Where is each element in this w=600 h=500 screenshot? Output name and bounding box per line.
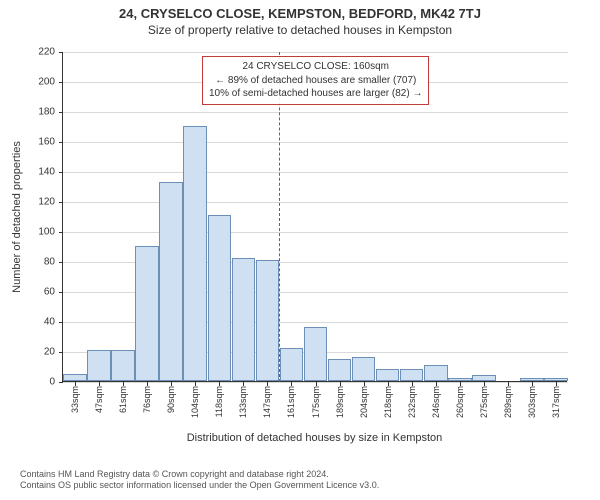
histogram-bar	[111, 350, 135, 382]
y-tick-mark	[59, 52, 63, 53]
x-tick-label: 317sqm	[551, 386, 561, 418]
y-tick-label: 220	[25, 47, 55, 58]
y-tick-label: 160	[25, 137, 55, 148]
x-tick-label: 218sqm	[383, 386, 393, 418]
histogram-bar	[208, 215, 232, 382]
histogram-bar	[87, 350, 111, 382]
histogram-bar	[472, 375, 496, 381]
footer-attribution: Contains HM Land Registry data © Crown c…	[20, 469, 379, 492]
x-tick-label: 189sqm	[335, 386, 345, 418]
y-tick-label: 0	[25, 377, 55, 388]
histogram-bar	[159, 182, 183, 382]
histogram-bar	[280, 348, 304, 381]
y-tick-mark	[59, 82, 63, 83]
x-tick-label: 175sqm	[311, 386, 321, 418]
y-tick-label: 140	[25, 167, 55, 178]
y-tick-label: 180	[25, 107, 55, 118]
x-tick-label: 275sqm	[479, 386, 489, 418]
histogram-bar	[424, 365, 448, 382]
histogram-bar	[256, 260, 280, 382]
histogram-bar	[400, 369, 424, 381]
y-tick-mark	[59, 262, 63, 263]
gridline	[63, 112, 568, 113]
annotation-line: ← 89% of detached houses are smaller (70…	[209, 74, 422, 88]
page-subtitle: Size of property relative to detached ho…	[0, 21, 600, 37]
y-tick-label: 40	[25, 317, 55, 328]
histogram-bar	[376, 369, 400, 381]
gridline	[63, 52, 568, 53]
x-tick-label: 118sqm	[214, 386, 224, 417]
annotation-line: 24 CRYSELCO CLOSE: 160sqm	[209, 60, 422, 74]
y-tick-label: 120	[25, 197, 55, 208]
x-tick-label: 260sqm	[455, 386, 465, 418]
x-tick-label: 47sqm	[94, 386, 104, 413]
x-tick-label: 147sqm	[262, 386, 272, 418]
y-tick-label: 20	[25, 347, 55, 358]
gridline	[63, 172, 568, 173]
y-tick-mark	[59, 202, 63, 203]
histogram-bar	[352, 357, 376, 381]
y-tick-mark	[59, 172, 63, 173]
x-tick-label: 246sqm	[431, 386, 441, 418]
histogram-bar	[232, 258, 256, 381]
y-tick-mark	[59, 352, 63, 353]
x-tick-label: 204sqm	[359, 386, 369, 418]
annotation-box: 24 CRYSELCO CLOSE: 160sqm← 89% of detach…	[202, 56, 429, 105]
y-tick-mark	[59, 142, 63, 143]
histogram-bar	[328, 359, 352, 382]
page-title: 24, CRYSELCO CLOSE, KEMPSTON, BEDFORD, M…	[0, 0, 600, 21]
y-tick-label: 200	[25, 77, 55, 88]
x-tick-label: 76sqm	[142, 386, 152, 413]
histogram-bar	[63, 374, 87, 382]
x-tick-label: 289sqm	[503, 386, 513, 418]
x-tick-label: 61sqm	[118, 386, 128, 413]
histogram-bar	[448, 378, 472, 381]
y-tick-label: 100	[25, 227, 55, 238]
y-tick-mark	[59, 292, 63, 293]
x-tick-label: 303sqm	[527, 386, 537, 418]
gridline	[63, 232, 568, 233]
y-tick-label: 60	[25, 287, 55, 298]
x-tick-label: 33sqm	[70, 386, 80, 413]
x-tick-label: 104sqm	[190, 386, 200, 418]
histogram-bar	[520, 378, 544, 381]
y-tick-mark	[59, 322, 63, 323]
gridline	[63, 202, 568, 203]
annotation-line: 10% of semi-detached houses are larger (…	[209, 87, 422, 101]
y-tick-mark	[59, 232, 63, 233]
y-tick-label: 80	[25, 257, 55, 268]
y-tick-mark	[59, 382, 63, 383]
histogram-bar	[544, 378, 568, 381]
x-tick-label: 90sqm	[166, 386, 176, 413]
x-tick-label: 133sqm	[238, 386, 248, 418]
x-tick-label: 232sqm	[407, 386, 417, 418]
histogram-chart: 02040608010012014016018020022033sqm47sqm…	[62, 52, 567, 382]
x-tick-label: 161sqm	[286, 386, 296, 418]
histogram-bar	[304, 327, 328, 381]
histogram-bar	[135, 246, 159, 381]
x-axis-label: Distribution of detached houses by size …	[62, 432, 567, 444]
histogram-bar	[183, 126, 207, 381]
y-tick-mark	[59, 112, 63, 113]
y-axis-label: Number of detached properties	[10, 52, 24, 382]
gridline	[63, 142, 568, 143]
